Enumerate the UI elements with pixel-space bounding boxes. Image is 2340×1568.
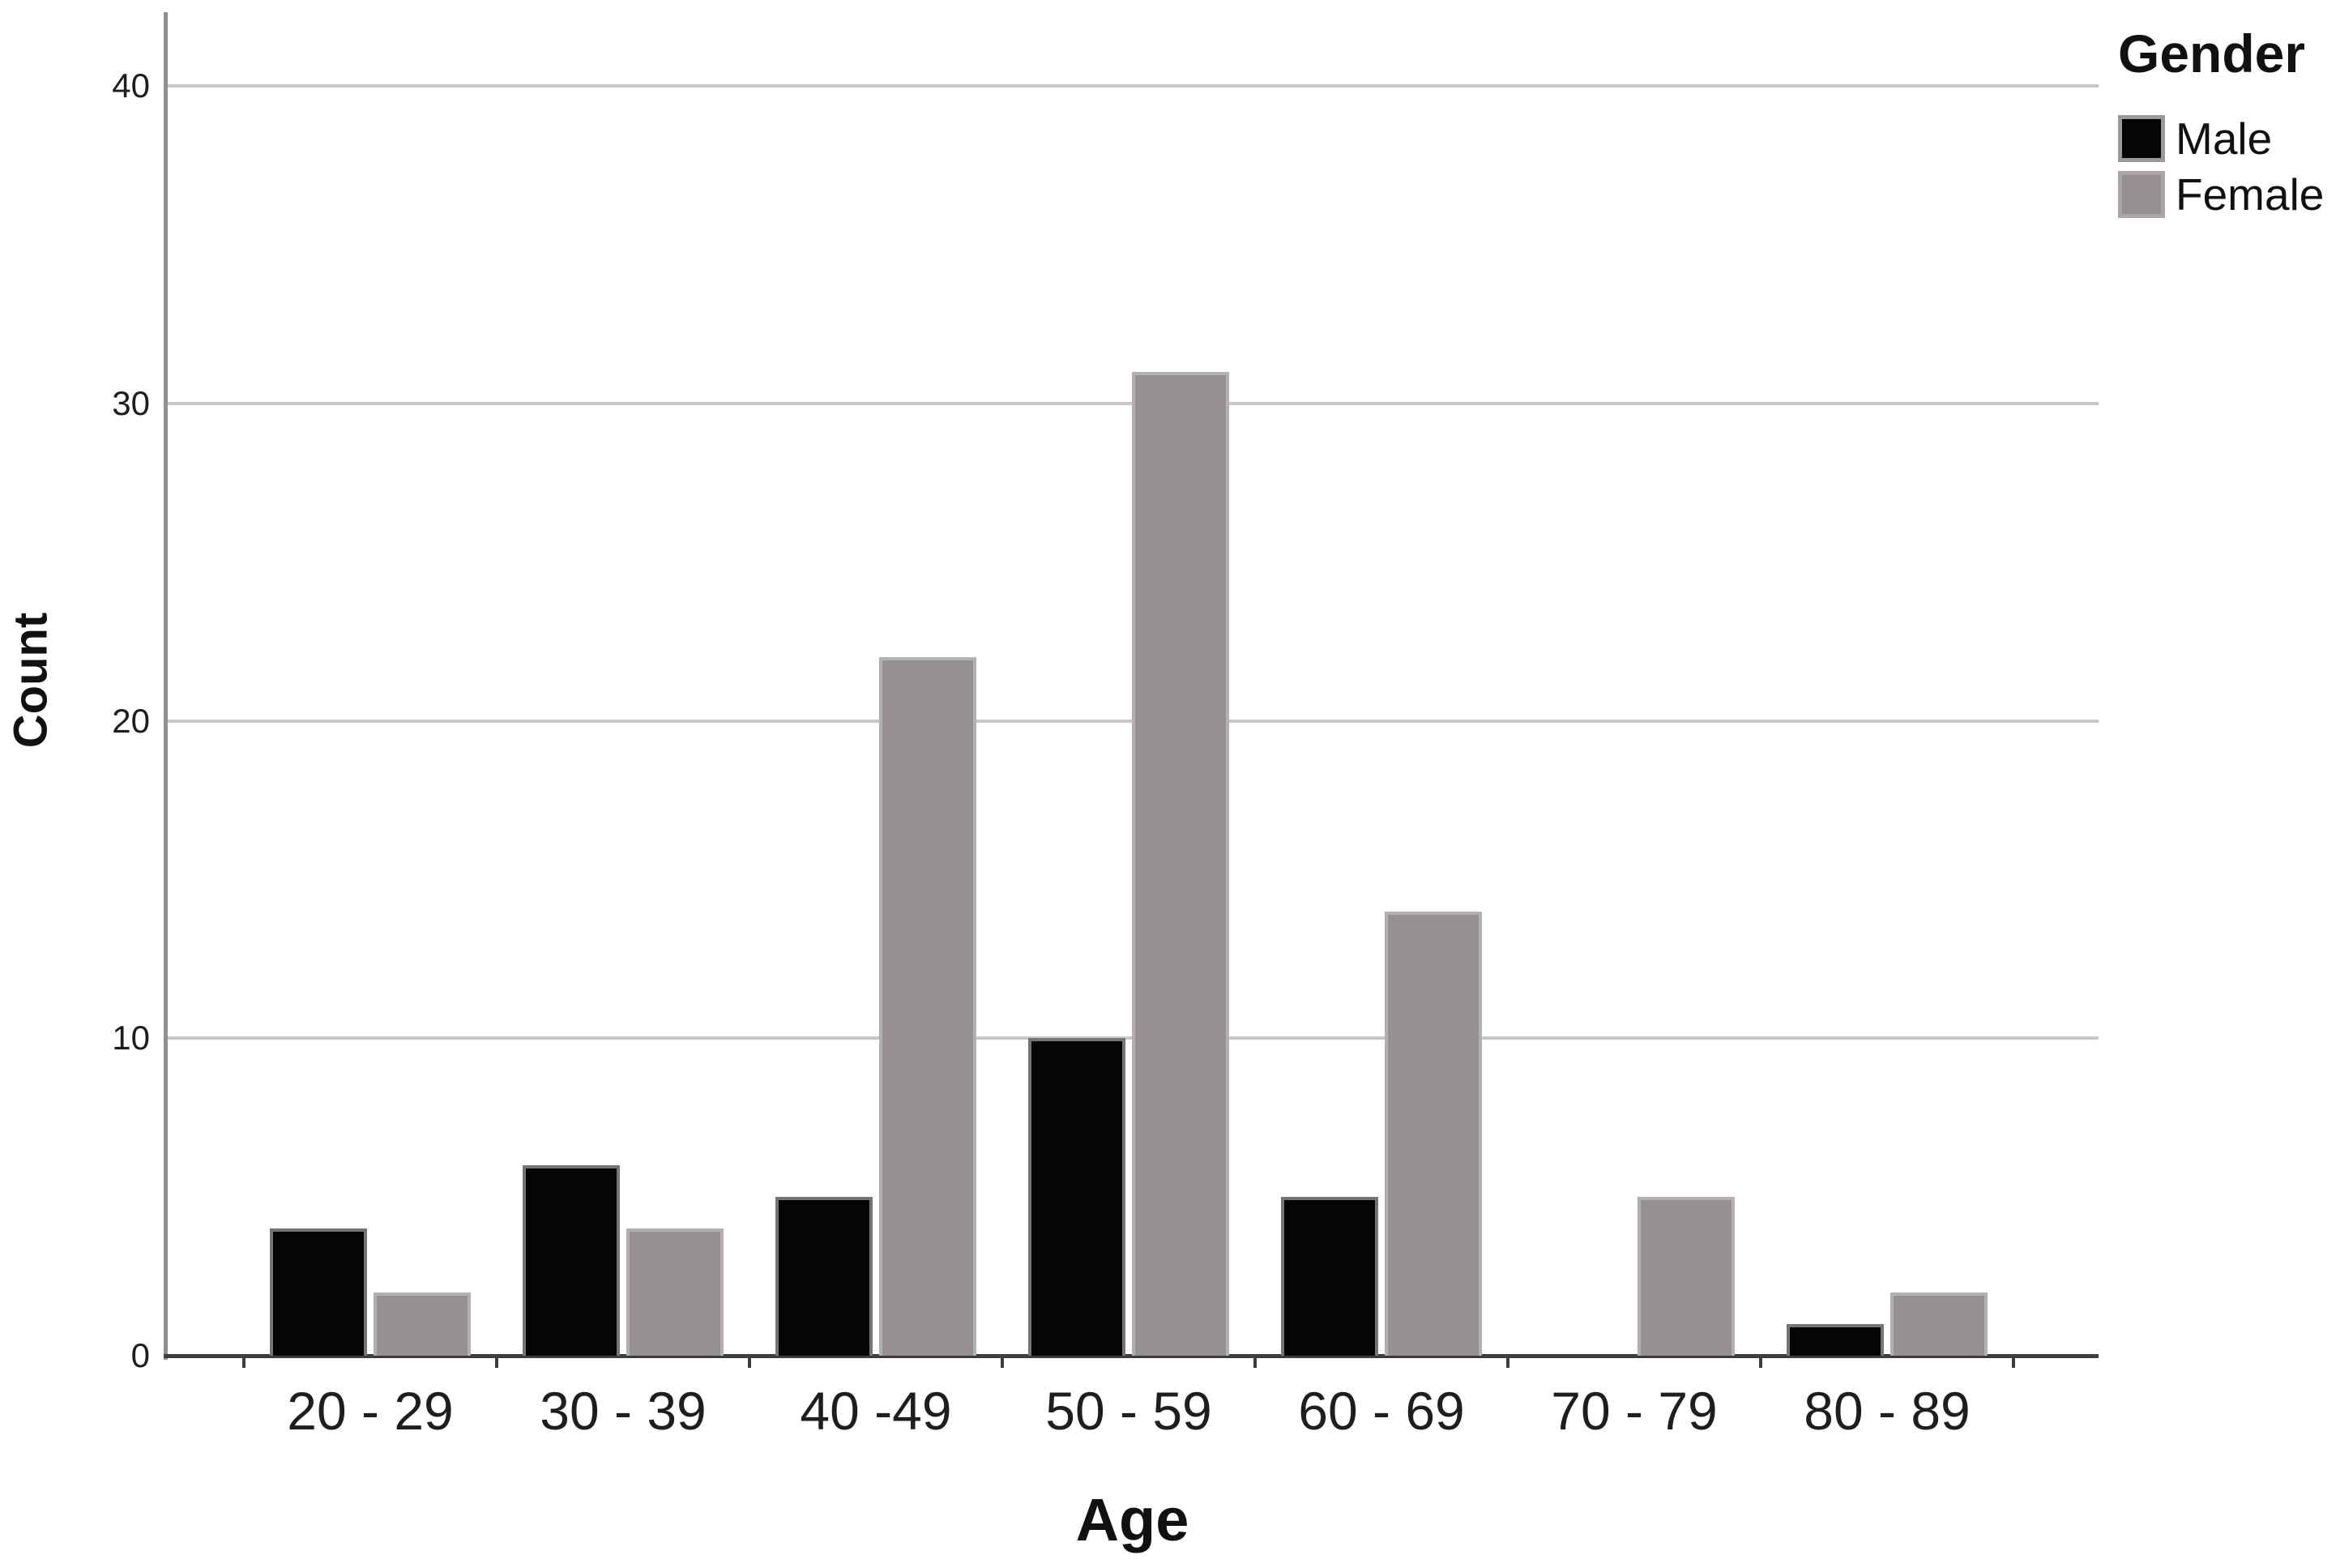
- legend-label-male: Male: [2176, 113, 2273, 164]
- y-tick-label-40: 40: [112, 66, 150, 105]
- y-axis-line: [164, 12, 168, 1360]
- category-tick: [1759, 1356, 1762, 1368]
- x-axis-line: [164, 1354, 2099, 1358]
- category-tick: [1001, 1356, 1004, 1368]
- bar-female-50-59: [1132, 372, 1229, 1356]
- legend-title: Gender: [2118, 23, 2306, 83]
- bar-male-60-69: [1281, 1197, 1378, 1356]
- female-swatch-icon: [2118, 171, 2165, 218]
- x-axis-title: Age: [1075, 1486, 1189, 1553]
- bar-female-20-29: [374, 1292, 471, 1356]
- category-tick: [1506, 1356, 1509, 1368]
- category-tick: [748, 1356, 751, 1368]
- legend-row-male: Male: [2118, 115, 2324, 162]
- bar-male-50-59: [1028, 1038, 1125, 1356]
- category-tick: [2012, 1356, 2015, 1368]
- x-tick-label-70-79: 70 - 79: [1551, 1381, 1718, 1441]
- x-tick-label-50-59: 50 - 59: [1045, 1381, 1212, 1441]
- legend-label-female: Female: [2176, 169, 2325, 220]
- y-axis-title: Count: [4, 612, 58, 749]
- bar-male-30-39: [523, 1165, 620, 1356]
- y-tick-label-30: 30: [112, 384, 150, 422]
- legend: Gender Male Female: [2118, 24, 2324, 227]
- bar-female-80-89: [1890, 1292, 1988, 1356]
- male-swatch-icon: [2118, 115, 2165, 162]
- y-tick-label-0: 0: [130, 1336, 150, 1374]
- bar-female-40-49: [879, 657, 976, 1356]
- x-tick-label-30-39: 30 - 39: [540, 1381, 707, 1441]
- category-tick: [1253, 1356, 1257, 1368]
- bar-male-80-89: [1787, 1324, 1884, 1356]
- bar-female-30-39: [626, 1228, 724, 1356]
- x-tick-label-80-89: 80 - 89: [1804, 1381, 1971, 1441]
- x-tick-label-20-29: 20 - 29: [287, 1381, 454, 1441]
- legend-row-female: Female: [2118, 171, 2324, 218]
- x-tick-label-40-49: 40 -49: [800, 1381, 952, 1441]
- y-tick-label-20: 20: [112, 702, 150, 740]
- x-tick-label-60-69: 60 - 69: [1298, 1381, 1465, 1441]
- bar-male-20-29: [270, 1228, 367, 1356]
- category-tick: [242, 1356, 246, 1368]
- bar-male-40-49: [775, 1197, 873, 1356]
- bar-female-60-69: [1385, 912, 1482, 1356]
- y-tick-label-10: 10: [112, 1019, 150, 1057]
- gridline-40: [166, 84, 2099, 88]
- category-tick: [495, 1356, 498, 1368]
- bar-female-70-79: [1638, 1197, 1735, 1356]
